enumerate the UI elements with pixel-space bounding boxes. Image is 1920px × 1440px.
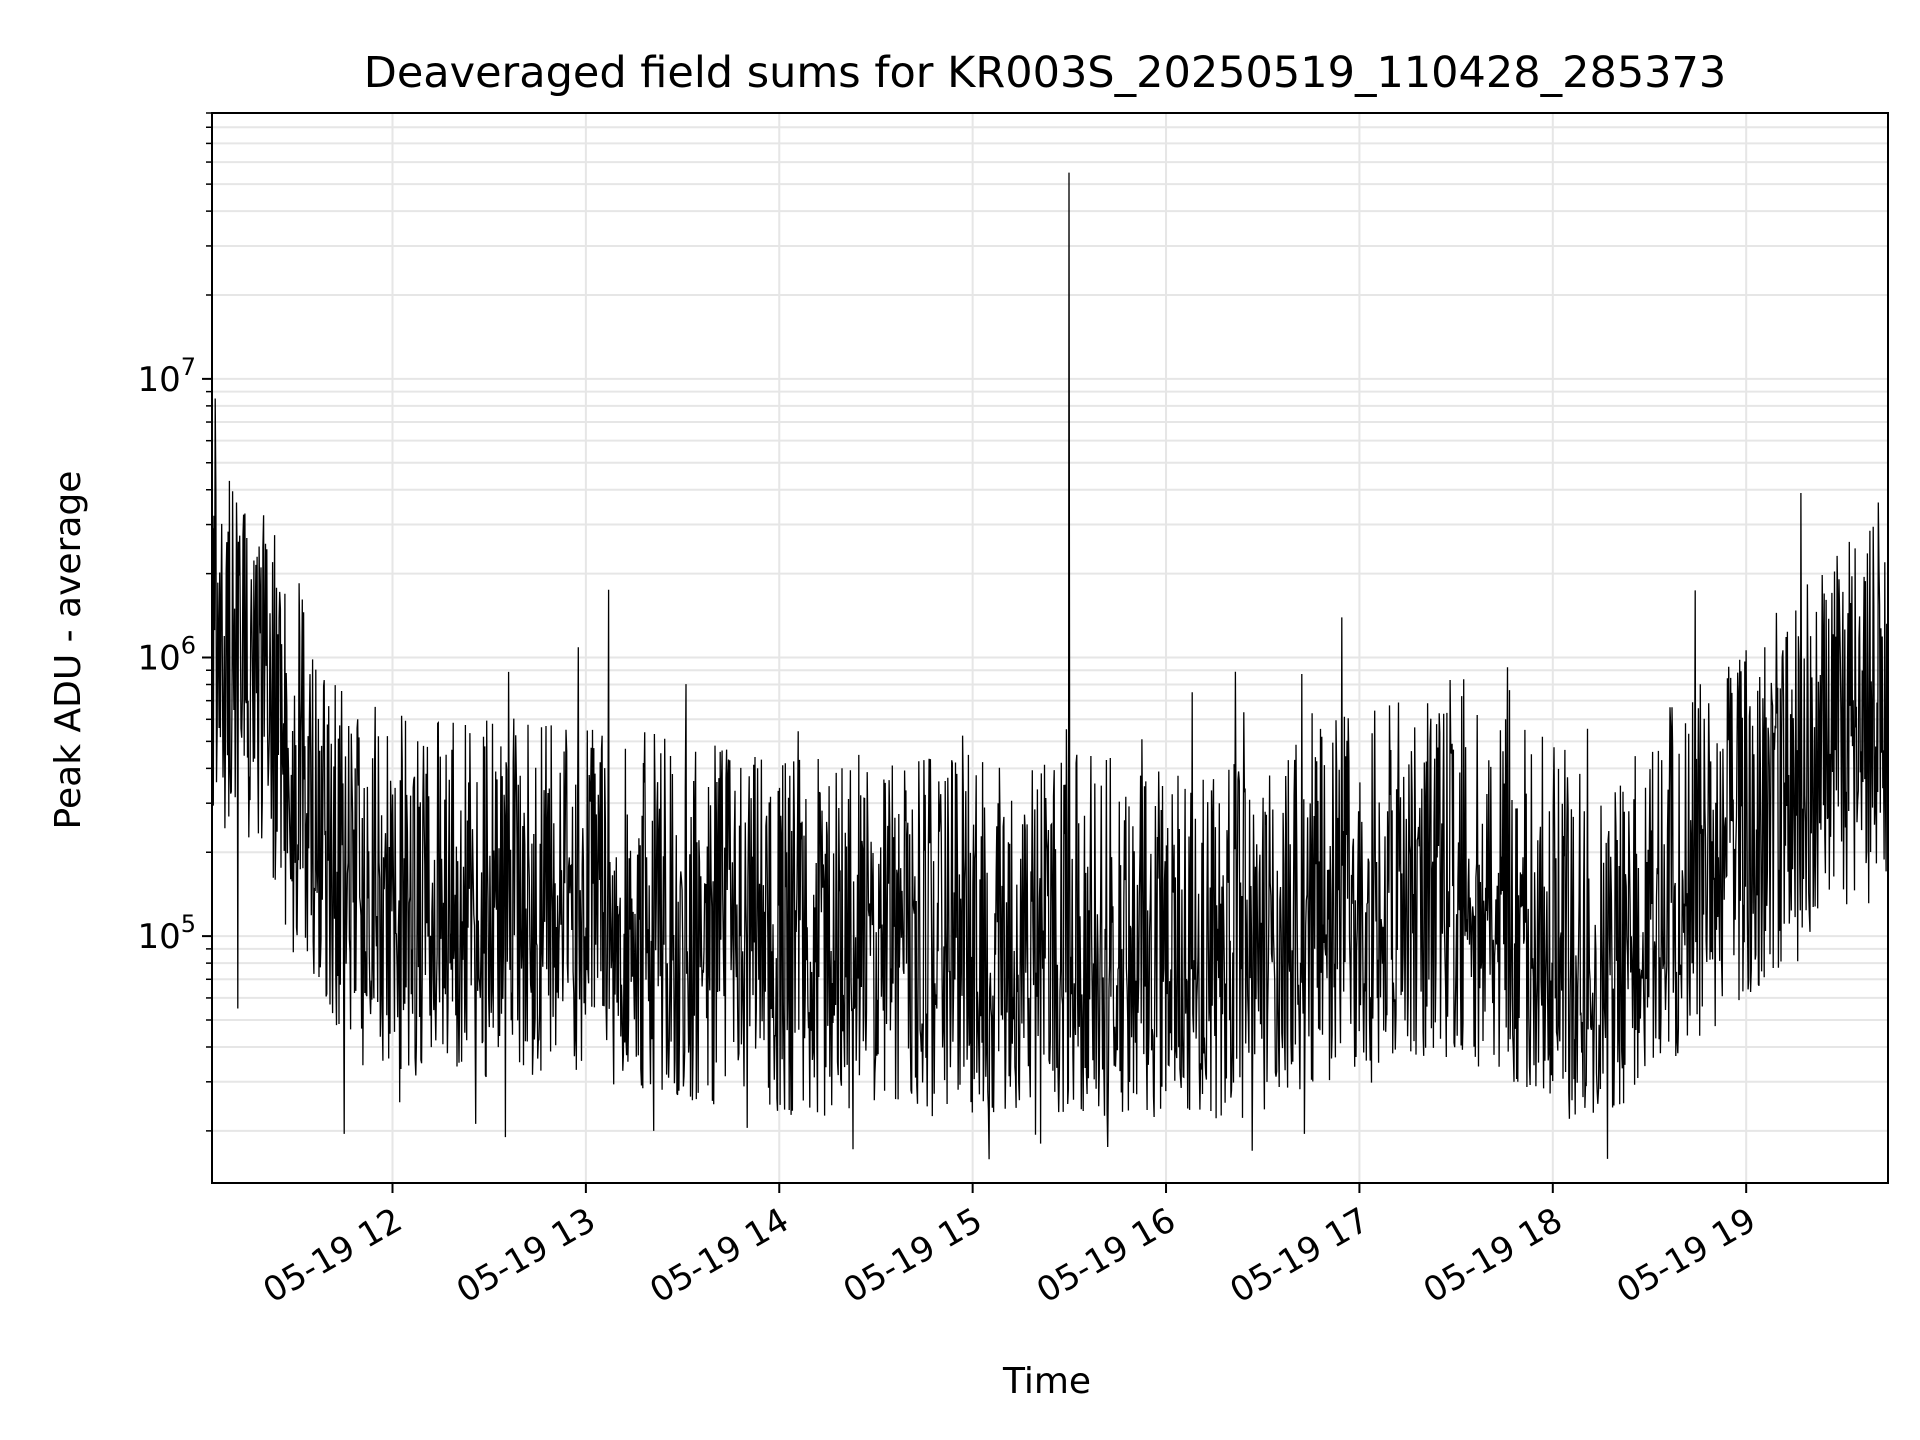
x-axis-label: Time [1002,1361,1091,1402]
chart-title: Deaveraged field sums for KR003S_2025051… [364,48,1727,98]
x-tick-label: 05-19 18 [1417,1200,1569,1311]
y-tick-label: 107 [137,353,196,400]
x-tick-label: 05-19 13 [450,1200,602,1311]
x-tick-label: 05-19 14 [643,1200,795,1311]
y-axis: 105 106 107 [137,112,212,1132]
x-tick-label: 05-19 19 [1610,1200,1762,1311]
y-tick-label: 105 [137,910,196,957]
x-axis: 05-19 12 05-19 13 05-19 14 05-19 15 05-19 16… [257,1183,1763,1311]
plot-area [211,172,1889,1160]
x-tick-label: 05-19 15 [837,1200,989,1311]
plot-frame [211,112,1889,1184]
x-tick-label: 05-19 16 [1030,1200,1182,1311]
x-tick-label: 05-19 12 [257,1200,409,1311]
y-tick-label: 106 [137,631,196,678]
y-axis-label: Peak ADU - average [48,471,89,830]
series-line [211,172,1889,1160]
x-tick-label: 05-19 17 [1224,1200,1376,1311]
